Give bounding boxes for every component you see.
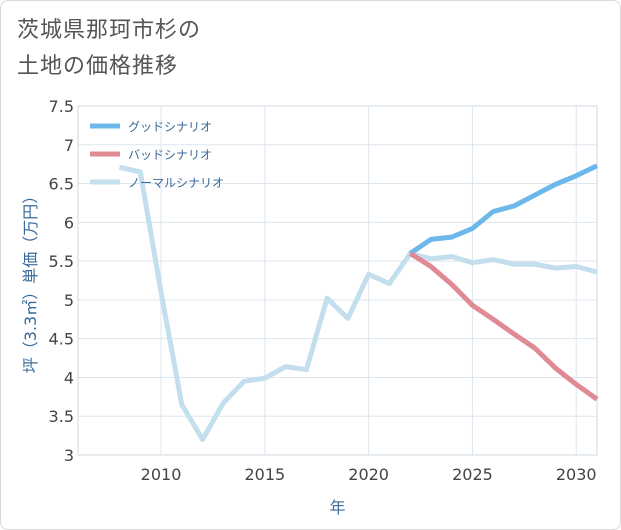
- y-tick-label: 4.5: [49, 330, 74, 349]
- y-axis-title: 坪（3.3㎡）単価（万円）: [21, 188, 40, 373]
- page-title: 茨城県那珂市杉の 土地の価格推移: [17, 13, 201, 85]
- x-tick-label: 2025: [452, 465, 493, 484]
- legend-label: バッドシナリオ: [128, 148, 212, 162]
- series-lines: [118, 163, 599, 442]
- legend-label: ノーマルシナリオ: [128, 176, 224, 190]
- series-line-normal: [118, 164, 598, 442]
- y-tick-label: 6: [64, 213, 74, 232]
- x-axis-title: 年: [329, 498, 345, 517]
- y-tick-label: 4: [64, 368, 74, 387]
- y-tick-label: 5: [64, 291, 74, 310]
- x-axis-ticks: 2010 2015 2020 2025 2030: [141, 465, 597, 484]
- y-tick-label: 5.5: [49, 252, 74, 271]
- y-tick-label: 6.5: [49, 175, 74, 194]
- y-tick-label: 7.5: [49, 97, 74, 116]
- title-line-1: 茨城県那珂市杉の: [17, 18, 202, 43]
- x-tick-label: 2030: [556, 465, 597, 484]
- y-tick-label: 3.5: [49, 407, 74, 426]
- y-tick-label: 7: [64, 136, 74, 155]
- x-tick-label: 2015: [244, 465, 285, 484]
- y-axis-ticks: 3 3.5 4 4.5 5 5.5 6 6.5 7 7.5: [49, 97, 74, 465]
- series-line-good: [408, 163, 599, 256]
- legend-label: グッドシナリオ: [128, 120, 212, 134]
- x-tick-label: 2020: [348, 465, 389, 484]
- series-line-bad: [408, 251, 599, 402]
- y-tick-label: 3: [64, 446, 74, 465]
- title-line-2: 土地の価格推移: [17, 54, 179, 79]
- x-tick-label: 2010: [141, 465, 182, 484]
- plot-frame: [77, 105, 598, 456]
